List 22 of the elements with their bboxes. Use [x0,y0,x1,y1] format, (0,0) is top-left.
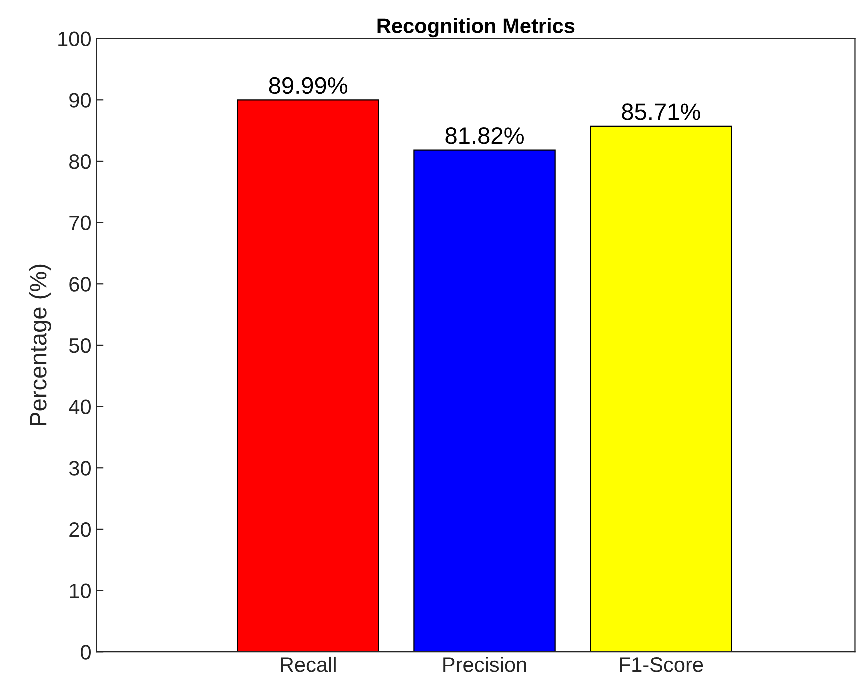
chart-title: Recognition Metrics [378,18,575,38]
y-tick-label: 0 [81,645,91,660]
y-tick-label: 20 [70,522,91,538]
y-tick-label: 90 [70,93,91,108]
data-label: 81.82% [446,128,524,144]
y-tick-label: 50 [69,338,91,354]
y-tick-label: 60 [70,277,91,292]
x-tick-label: F1-Score [620,658,704,672]
y-tick-label: 80 [70,154,91,170]
bar [414,150,556,652]
x-tick-label: Recall [281,656,336,672]
bar [590,126,732,652]
y-tick-label: 40 [69,400,91,415]
y-tick-label: 10 [70,584,91,599]
bar [237,100,380,652]
y-tick-label: 30 [69,461,91,476]
y-tick-label: 100 [58,32,91,47]
data-label: 85.71% [622,104,700,120]
data-label: 89.99% [269,77,348,94]
y-axis-title: Percentage (%) [29,264,52,426]
y-tick-label: 70 [70,216,91,231]
x-tick-label: Precision [444,656,526,672]
